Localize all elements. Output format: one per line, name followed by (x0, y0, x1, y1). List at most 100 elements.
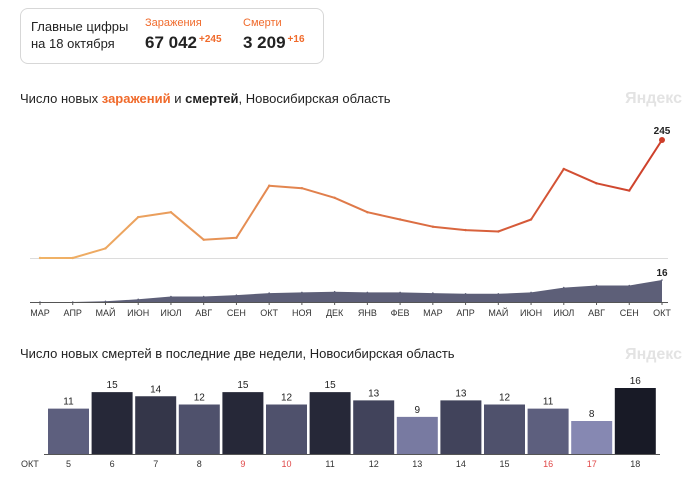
cases-point (562, 167, 565, 171)
bar-category-label: 14 (456, 459, 466, 469)
x-tick-label: АПР (64, 308, 82, 318)
bar (222, 392, 264, 454)
bar-value-label: 15 (107, 380, 119, 391)
bar-category-label: 5 (66, 459, 71, 469)
brand-logo-bottom: Яндекс (625, 346, 682, 363)
x-tick-label: АПР (456, 308, 474, 318)
x-tick-label: АВГ (588, 308, 605, 318)
cases-value-row: 67 042 +245 (145, 33, 222, 53)
x-tick-label: МАЙ (488, 307, 508, 318)
bar (571, 421, 613, 454)
bar (178, 404, 220, 454)
cases-point (464, 228, 467, 232)
bar (353, 400, 395, 454)
bar-category-label: 10 (281, 459, 291, 469)
deaths-point (562, 286, 565, 289)
title-deaths: смертей (185, 91, 239, 106)
bar-category-label: 17 (587, 459, 597, 469)
cases-point (202, 238, 205, 241)
cases-point (497, 230, 500, 233)
title-suffix: , Новосибирская область (238, 91, 391, 106)
cases-summary: Заражения 67 042 +245 (145, 17, 222, 53)
deaths-point (530, 291, 532, 294)
deaths-point (170, 295, 172, 298)
x-tick-label: ФЕВ (391, 308, 410, 318)
cases-point (333, 196, 336, 199)
deaths-point (301, 291, 303, 294)
cases-chart-title: Число новых заражений и смертей, Новосиб… (20, 91, 391, 106)
bar-value-label: 12 (281, 393, 293, 404)
bar-value-label: 11 (543, 397, 554, 408)
x-tick-label: МАР (423, 308, 443, 318)
cases-last-label: 245 (654, 126, 671, 137)
bar-value-label: 13 (455, 388, 467, 399)
cases-point (104, 247, 107, 250)
bar-category-label: 8 (197, 459, 202, 469)
deaths-label: Смерти (243, 17, 282, 29)
x-tick-label: ОКТ (653, 308, 671, 318)
cases-point (398, 218, 402, 221)
deaths-point (268, 292, 270, 294)
deaths-point (202, 295, 205, 298)
deaths-summary: Смерти 3 209 +16 (243, 17, 305, 53)
title-cases: заражений (101, 91, 171, 106)
deaths-point (497, 292, 500, 295)
x-tick-label: ДЕК (326, 308, 344, 318)
deaths-point (399, 291, 401, 294)
deaths-value: 3 209 (243, 33, 286, 52)
bar (614, 388, 656, 454)
bar-category-label: 16 (543, 459, 553, 469)
cases-series-line (40, 139, 663, 259)
cases-point (38, 256, 42, 260)
x-tick-label: ЯНВ (358, 308, 377, 318)
bar-value-label: 12 (499, 393, 511, 404)
deaths-point (366, 291, 369, 294)
title-mid: и (170, 91, 186, 106)
x-tick-label: МАЙ (95, 307, 115, 318)
bar-value-label: 16 (630, 376, 642, 387)
x-tick-label: ИЮН (127, 308, 149, 318)
bar (527, 408, 569, 454)
cases-point (267, 184, 271, 187)
bar-value-label: 15 (325, 380, 337, 391)
deaths-point (628, 284, 631, 287)
bars-month-label: ОКТ (21, 459, 39, 469)
deaths-last-label: 16 (656, 268, 668, 279)
deaths-point (137, 298, 140, 301)
bar-value-label: 8 (589, 409, 595, 420)
bar-category-label: 18 (630, 459, 640, 469)
x-tick-label: СЕН (227, 308, 246, 318)
summary-title: Главные цифры на 18 октября (31, 19, 129, 51)
cases-point (137, 215, 140, 219)
cases-delta: +245 (199, 34, 222, 45)
bar-category-label: 6 (110, 459, 115, 469)
summary-card: Главные цифры на 18 октября Заражения 67… (20, 8, 324, 64)
x-tick-label: СЕН (620, 308, 639, 318)
bars-chart-title: Число новых смертей в последние две неде… (20, 346, 455, 361)
bar-value-label: 11 (63, 397, 74, 408)
cases-value: 67 042 (145, 33, 197, 52)
bar (309, 392, 351, 454)
cases-point (235, 236, 238, 239)
bar-category-label: 13 (412, 459, 422, 469)
bar-value-label: 15 (237, 380, 249, 391)
bar-value-label: 13 (368, 388, 380, 399)
deaths-point (661, 279, 663, 281)
title-prefix: Число новых (20, 91, 102, 106)
cases-point (71, 256, 74, 260)
bar (48, 408, 89, 454)
bar (266, 404, 307, 454)
deaths-point (432, 292, 434, 294)
x-tick-label: МАР (30, 308, 50, 318)
bar-value-label: 14 (150, 384, 162, 395)
x-tick-label: ИЮН (520, 308, 542, 318)
bar (135, 396, 177, 454)
bar-value-label: 12 (194, 393, 206, 404)
bar (91, 392, 133, 454)
cases-last-point (659, 137, 665, 143)
cases-point (628, 189, 631, 192)
bar-category-label: 9 (240, 459, 245, 469)
bar (440, 400, 482, 454)
x-tick-label: ИЮЛ (553, 308, 574, 318)
x-tick-label: НОЯ (292, 308, 312, 318)
